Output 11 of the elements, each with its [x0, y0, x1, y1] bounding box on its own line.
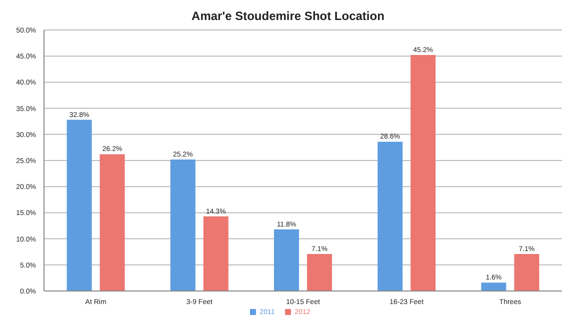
bar — [66, 120, 92, 291]
bar — [100, 154, 125, 291]
bar — [410, 55, 436, 291]
bar — [514, 254, 540, 291]
bar — [378, 142, 403, 291]
bar — [274, 229, 299, 291]
chart-title: Amar'e Stoudemire Shot Location — [190, 8, 386, 24]
bar — [306, 254, 332, 291]
bar — [203, 216, 228, 291]
bar — [481, 282, 506, 291]
bar — [170, 159, 196, 291]
